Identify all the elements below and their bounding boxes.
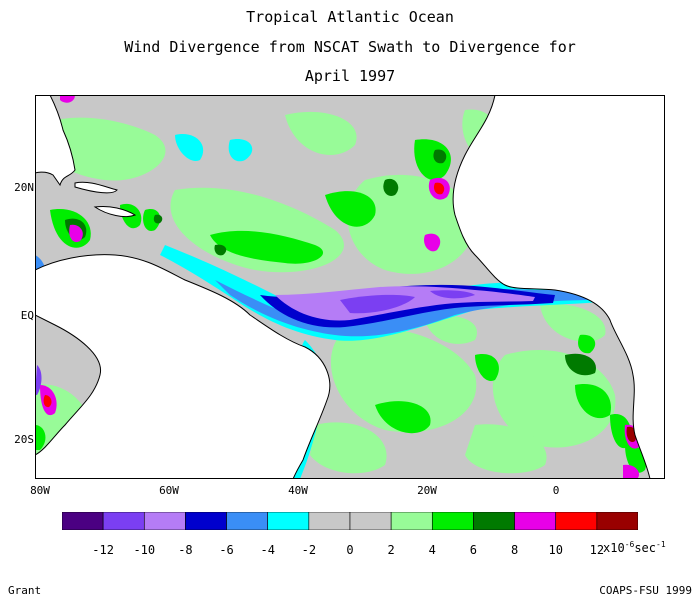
colorbar-swatch-13	[596, 512, 638, 530]
africa-land	[452, 95, 665, 479]
colorbar-swatch-10	[473, 512, 515, 530]
colorbar-label-4: -4	[260, 543, 275, 557]
colorbar-swatch-5	[267, 512, 310, 530]
colorbar-label-8: 4	[428, 543, 436, 557]
x-tick-0: 0	[552, 484, 560, 497]
colorbar-swatch-12	[555, 512, 598, 530]
units-suffix: sec	[634, 541, 657, 555]
colorbar-label-12: 12	[589, 543, 605, 557]
colorbar-label-11: 10	[548, 543, 563, 557]
colorbar-units: x10-6sec-1	[603, 540, 666, 555]
colorbar-swatch-7	[349, 512, 392, 530]
colorbar-label-6: 0	[346, 543, 354, 557]
colorbar-label-2: -8	[178, 543, 193, 557]
y-tick-eq: EQ	[20, 309, 34, 322]
green-regions	[35, 139, 647, 479]
red-regions	[43, 182, 445, 408]
y-tick-20s: 20S	[14, 433, 34, 446]
south-america-land	[35, 254, 331, 479]
footer-credit: COAPS-FSU 1999	[599, 584, 692, 597]
colorbar-label-7: 2	[387, 543, 395, 557]
land-masses	[35, 95, 665, 479]
units-prefix: x10	[603, 541, 625, 555]
title-line-2: Wind Divergence from NSCAT Swath to Dive…	[124, 38, 576, 56]
x-tick-40w: 40W	[288, 484, 308, 497]
title-line-1: Tropical Atlantic Ocean	[246, 8, 454, 26]
colorbar-swatch-3	[185, 512, 227, 530]
colorbar-swatch-11	[514, 512, 557, 530]
colorbar-swatch-2	[143, 512, 186, 530]
title-line-3: April 1997	[304, 67, 396, 85]
colorbar-swatch-1	[102, 512, 145, 530]
y-tick-20n: 20N	[14, 181, 34, 194]
colorbar-label-1: -10	[133, 543, 156, 557]
map-border	[35, 95, 665, 479]
units-exponent: -6	[624, 540, 635, 549]
footer-author: Grant	[8, 584, 42, 597]
colorbar-label-9: 6	[469, 543, 478, 557]
caribbean-islands	[74, 181, 118, 194]
colorbar-swatch-6	[308, 512, 351, 530]
colorbar	[62, 512, 638, 530]
north-america-land	[35, 95, 76, 187]
x-tick-20w: 20W	[417, 484, 437, 497]
colorbar-label-3: -6	[219, 543, 234, 557]
colorbar-label-0: -12	[92, 543, 114, 557]
colorbar-swatch-9	[431, 512, 474, 530]
colorbar-swatch-8	[390, 512, 433, 530]
colorbar-label-10: 8	[510, 543, 519, 557]
divergence-map	[35, 95, 665, 479]
x-tick-60w: 60W	[159, 484, 179, 497]
colorbar-swatch-0	[62, 512, 104, 530]
units-suffix-exponent: -1	[656, 540, 666, 549]
colorbar-label-5: -2	[301, 543, 317, 557]
x-tick-80w: 80W	[30, 484, 50, 497]
colorbar-swatch-4	[226, 512, 269, 530]
